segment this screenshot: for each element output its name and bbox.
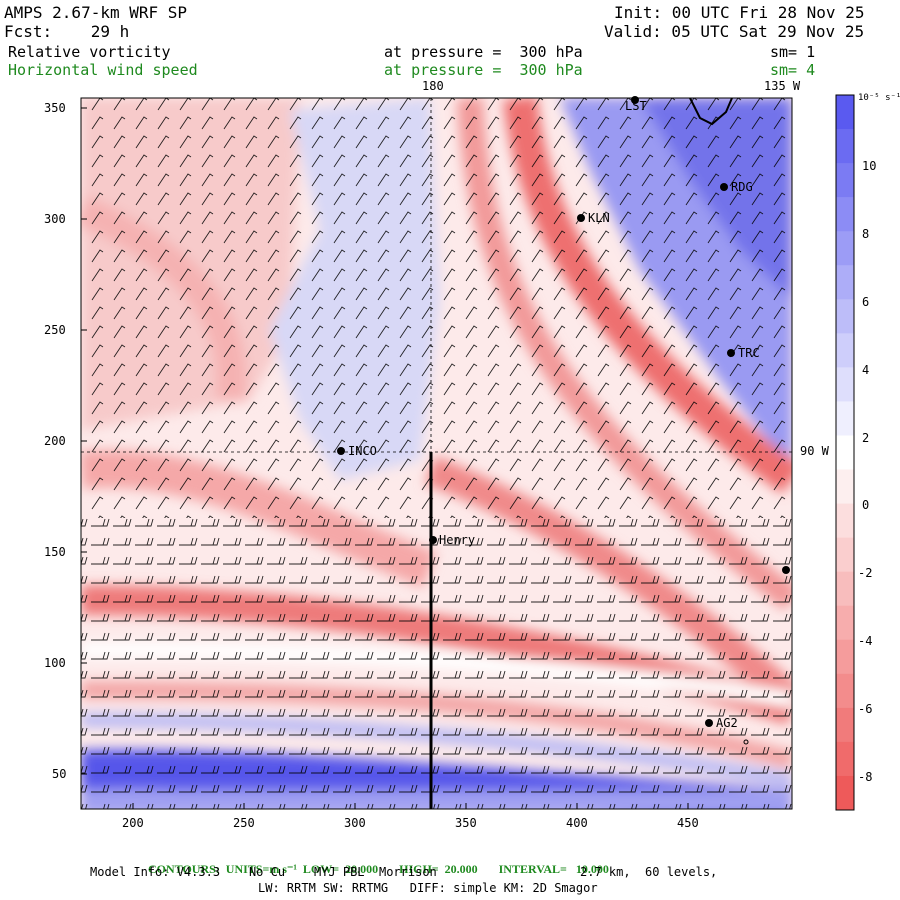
colorbar-cell xyxy=(836,571,854,607)
colorbar-units: 10⁻⁵ s⁻¹ xyxy=(858,93,900,103)
colorbar-cell xyxy=(836,95,854,130)
model-physics: LW: RRTM SW: RRTMG DIFF: simple KM: 2D S… xyxy=(258,881,598,895)
station-marker-small xyxy=(743,739,749,745)
model-resolution: 2.7 km, 60 levels, xyxy=(580,865,718,879)
station-marker-trc[interactable] xyxy=(727,349,735,357)
init-time: Init: 00 UTC Fri 28 Nov 25 xyxy=(614,3,865,22)
station-label-kln: KLN xyxy=(588,211,610,225)
field1-smoothing: sm= 1 xyxy=(770,43,816,61)
colorbar-tick-label: 4 xyxy=(862,363,870,377)
colorbar-tick-label: 6 xyxy=(862,295,870,309)
plot-frame xyxy=(80,97,793,810)
x-tick-label: 300 xyxy=(344,816,366,830)
contours-units: UNITS=m s⁻¹ xyxy=(225,862,297,876)
y-tick-label: 50 xyxy=(52,767,67,781)
colorbar-cell xyxy=(836,673,854,709)
field2-level: at pressure = 300 hPa xyxy=(384,61,583,79)
model-info: Model Info: V4.3.3 No Cu MYJ PBL Morriso… xyxy=(90,865,437,879)
station-marker-edge[interactable] xyxy=(782,566,790,574)
y-tick-label: 200 xyxy=(44,434,66,448)
contours-label: CONTOURS: xyxy=(148,862,220,876)
station-label-ag2: AG2 xyxy=(716,716,738,730)
station-label-henry: Henry xyxy=(439,533,476,547)
colorbar-cell xyxy=(836,639,854,675)
field1-level: at pressure = 300 hPa xyxy=(384,43,583,61)
colorbar-cell xyxy=(836,469,854,505)
contours-interval: INTERVAL= 10.000 xyxy=(498,862,609,876)
colorbar-cell xyxy=(836,707,854,743)
valid-time: Valid: 05 UTC Sat 29 Nov 25 xyxy=(604,22,865,41)
contours-high: HIGH= 20.000 xyxy=(399,862,478,876)
lon-label-180: 180 xyxy=(422,79,444,93)
colorbar-cell xyxy=(836,435,854,471)
station-markers xyxy=(337,96,790,745)
colorbar-tick-label: 0 xyxy=(862,498,870,512)
x-tick-label: 450 xyxy=(677,816,699,830)
colorbar-tick-label: -2 xyxy=(858,566,873,580)
station-marker-kln[interactable] xyxy=(577,214,585,222)
y-tick-label: 350 xyxy=(44,101,66,115)
station-label-rdg: RDG xyxy=(731,180,753,194)
colorbar-cell xyxy=(836,605,854,641)
colorbar-cell xyxy=(836,367,854,402)
axis-ticks xyxy=(81,107,689,809)
station-marker-rdg[interactable] xyxy=(720,183,728,191)
plot-area xyxy=(81,98,792,809)
y-tick-label: 150 xyxy=(44,545,66,559)
colorbar-cell xyxy=(836,265,854,300)
field2-name: Horizontal wind speed xyxy=(8,61,198,79)
colorbar-tick-label: 8 xyxy=(862,227,870,241)
colorbar-cell xyxy=(836,163,854,198)
colorbar-cell xyxy=(836,231,854,266)
colorbar-cell xyxy=(836,503,854,539)
colorbar-tick-label: -4 xyxy=(858,634,873,648)
colorbar-cell xyxy=(836,197,854,232)
colorbar-cell xyxy=(836,537,854,573)
station-marker-ag2[interactable] xyxy=(705,719,713,727)
field1-name: Relative vorticity xyxy=(8,43,171,61)
y-tick-label: 300 xyxy=(44,212,66,226)
station-marker-henry[interactable] xyxy=(429,536,437,544)
colorbar-cell xyxy=(836,401,854,436)
y-tick-label: 250 xyxy=(44,323,66,337)
colorbar-cell xyxy=(836,129,854,164)
x-tick-label: 250 xyxy=(233,816,255,830)
colorbar-cell xyxy=(836,775,854,811)
x-tick-label: 400 xyxy=(566,816,588,830)
lon-label-135w: 135 W xyxy=(764,79,801,93)
x-tick-label: 200 xyxy=(122,816,144,830)
colorbar-tick-label: 2 xyxy=(862,431,870,445)
station-marker-inco[interactable] xyxy=(337,447,345,455)
colorbar-cells xyxy=(836,95,854,811)
model-title: AMPS 2.67-km WRF SP xyxy=(4,3,188,22)
colorbar-cell xyxy=(836,299,854,334)
footer-contours: CONTOURS: UNITS=m s⁻¹ LOW= 20.000 HIGH= … xyxy=(142,851,609,875)
colorbar-cell xyxy=(836,741,854,777)
station-label-inco: INCO xyxy=(348,444,377,458)
colorbar-tick-label: 10 xyxy=(862,159,877,173)
lon-label-90w: 90 W xyxy=(800,444,829,458)
station-label-trc: TRC xyxy=(738,346,760,360)
colorbar-tick-label: -8 xyxy=(858,770,873,784)
coastline xyxy=(689,98,733,126)
contours-low: LOW= 20.000 xyxy=(302,862,379,876)
y-tick-label: 100 xyxy=(44,656,66,670)
colorbar-cell xyxy=(836,333,854,368)
colorbar xyxy=(835,94,855,811)
station-label-lst: LST xyxy=(625,99,647,113)
x-tick-label: 350 xyxy=(455,816,477,830)
station-marker-lst[interactable] xyxy=(631,96,639,104)
field2-smoothing: sm= 4 xyxy=(770,61,816,79)
colorbar-tick-label: -6 xyxy=(858,702,873,716)
forecast-hour: Fcst: 29 h xyxy=(4,22,130,41)
